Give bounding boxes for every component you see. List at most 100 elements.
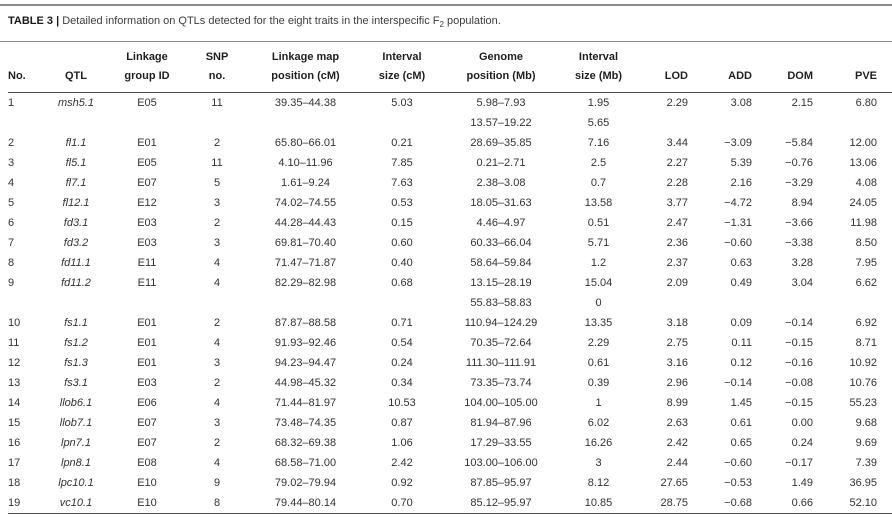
- cell-add: 0.65: [730, 437, 752, 450]
- cell-linkage-group-id: E12: [137, 197, 157, 210]
- cell-snp-no: 4: [213, 337, 221, 350]
- cell-dom: 1.49: [791, 477, 813, 490]
- cell-lod: 2.37: [666, 257, 688, 270]
- cell-pve: 55.23: [849, 397, 877, 410]
- col-header-line: no.: [208, 70, 226, 83]
- cell-interval-size-cm: 5.03: [391, 97, 413, 110]
- cell-lod: 2.36: [666, 237, 688, 250]
- cell-interval-size-mb: 13.35: [584, 317, 613, 330]
- cell-interval-size-mb: 7.16: [587, 137, 610, 150]
- cell-linkage-group-id: E05: [137, 157, 157, 170]
- cell-snp-no: 2: [213, 217, 221, 230]
- cell-add: −1.31: [724, 217, 752, 230]
- cell-snp-no: [186, 113, 248, 133]
- col-header-dom: DOM: [752, 42, 813, 94]
- cell-lod: 2.28: [666, 177, 688, 190]
- cell-dom: 3.04: [791, 277, 813, 290]
- cell-linkage-map-position: [248, 113, 363, 133]
- cell-lod: 2.96: [666, 377, 688, 390]
- cell-add: −0.68: [724, 497, 752, 510]
- cell-linkage-group-id: E10: [137, 477, 157, 490]
- cell-add: 0.63: [730, 257, 752, 270]
- cell-snp-no: 2: [213, 437, 221, 450]
- table-row: 7 fd3.2 E03 3 69.81–70.40 0.60 60.33–66.04 5.71…: [8, 233, 892, 253]
- cell-snp-no: 2: [213, 377, 221, 390]
- cell-genome-position: 73.35–73.74: [470, 377, 532, 390]
- col-header-genome-position: Genome position (Mb): [441, 42, 561, 94]
- cell-interval-size-mb: 5.71: [587, 237, 610, 250]
- cell-linkage-group-id: E03: [137, 377, 157, 390]
- cell-interval-size-cm: [363, 113, 441, 133]
- cell-linkage-group-id: E07: [137, 437, 157, 450]
- cell-interval-size-mb: 2.5: [590, 157, 607, 170]
- cell-interval-size-mb: 15.04: [584, 277, 613, 290]
- cell-interval-size-cm: 0.60: [391, 237, 413, 250]
- cell-lod: 2.44: [666, 457, 688, 470]
- cell-linkage-group-id: [108, 113, 186, 133]
- cell-no: 7: [8, 237, 15, 250]
- cell-no: 10: [8, 317, 21, 330]
- cell-pve: 6.62: [855, 277, 877, 290]
- cell-interval-size-mb: 10.85: [584, 497, 613, 510]
- cell-no: 1: [8, 97, 15, 110]
- cell-lod: 2.47: [666, 217, 688, 230]
- cell-add: −4.72: [724, 197, 752, 210]
- cell-snp-no: 5: [213, 177, 221, 190]
- cell-qtl: fl5.1: [65, 157, 87, 170]
- cell-interval-size-cm: 0.70: [391, 497, 413, 510]
- paper-table-page: TABLE 3 | Detailed information on QTLs d…: [0, 4, 892, 515]
- cell-interval-size-cm: 2.42: [391, 457, 413, 470]
- col-header-no: No.: [8, 42, 44, 94]
- cell-linkage-group-id: E01: [137, 337, 157, 350]
- cell-interval-size-cm: 1.06: [391, 437, 413, 450]
- cell-dom: 0.66: [791, 497, 813, 510]
- cell-genome-position: 87.85–95.97: [470, 477, 532, 490]
- table-row: 1 msh5.1 E05 11 39.35–44.38 5.03 5.98–7.93 1.95…: [8, 93, 892, 114]
- cell-pve: 36.95: [849, 477, 877, 490]
- header-row: No. QTL Linkage group ID SNP no. Linkage m…: [8, 42, 892, 94]
- cell-linkage-map-position: 71.47–71.87: [274, 257, 337, 270]
- cell-interval-size-cm: 0.40: [391, 257, 413, 270]
- cell-interval-size-mb: 8.12: [587, 477, 610, 490]
- cell-interval-size-mb: 0.7: [590, 177, 607, 190]
- cell-interval-size-mb: 3: [595, 457, 602, 470]
- cell-dom: 8.94: [791, 197, 813, 210]
- cell-genome-position: 70.35–72.64: [470, 337, 532, 350]
- cell-no: 17: [8, 457, 21, 470]
- cell-linkage-map-position: 44.98–45.32: [274, 377, 337, 390]
- cell-lod: 3.18: [666, 317, 688, 330]
- caption-subscript: 2: [439, 20, 444, 30]
- cell-dom: −0.17: [785, 457, 813, 470]
- cell-no: 11: [8, 337, 20, 350]
- table-row: 17 lpn8.1 E08 4 68.58–71.00 2.42 103.00–106.00…: [8, 453, 892, 473]
- cell-no: 6: [8, 217, 15, 230]
- cell-interval-size-cm: 0.15: [391, 217, 413, 230]
- cell-genome-position: 18.05–31.63: [470, 197, 532, 210]
- cell-genome-position: 58.64–59.84: [470, 257, 532, 270]
- table-row: 13.57–19.22 5.65: [8, 113, 892, 133]
- cell-add: 0.61: [730, 417, 752, 430]
- cell-dom: −0.08: [785, 377, 813, 390]
- cell-linkage-map-position: 1.61–9.24: [281, 177, 330, 190]
- cell-linkage-map-position: 65.80–66.01: [274, 137, 337, 150]
- cell-qtl: fl12.1: [62, 197, 90, 210]
- cell-linkage-map-position: 68.32–69.38: [274, 437, 337, 450]
- cell-linkage-group-id: E01: [137, 317, 157, 330]
- table-row: 11 fs1.2 E01 4 91.93–92.46 0.54 70.35–72.64 2.2…: [8, 333, 892, 353]
- cell-qtl: llob7.1: [59, 417, 93, 430]
- cell-pve: 12.00: [849, 137, 877, 150]
- cell-genome-position: 81.94–87.96: [470, 417, 532, 430]
- cell-qtl: fd3.1: [63, 217, 89, 230]
- col-header-linkage-group-id: Linkage group ID: [108, 42, 186, 94]
- cell-linkage-group-id: E01: [137, 137, 157, 150]
- cell-linkage-map-position: 94.23–94.47: [274, 357, 337, 370]
- cell-pve: 4.08: [855, 177, 877, 190]
- table-caption: TABLE 3 | Detailed information on QTLs d…: [0, 6, 892, 41]
- table-row: 16 lpn7.1 E07 2 68.32–69.38 1.06 17.29–33.55 16…: [8, 433, 892, 453]
- cell-add: 2.16: [730, 177, 752, 190]
- cell-snp-no: 3: [213, 197, 221, 210]
- table-row: 55.83–58.83 0: [8, 293, 892, 313]
- cell-linkage-group-id: E03: [137, 217, 157, 230]
- cell-snp-no: 3: [213, 417, 221, 430]
- cell-genome-position: 0.21–2.71: [476, 157, 526, 170]
